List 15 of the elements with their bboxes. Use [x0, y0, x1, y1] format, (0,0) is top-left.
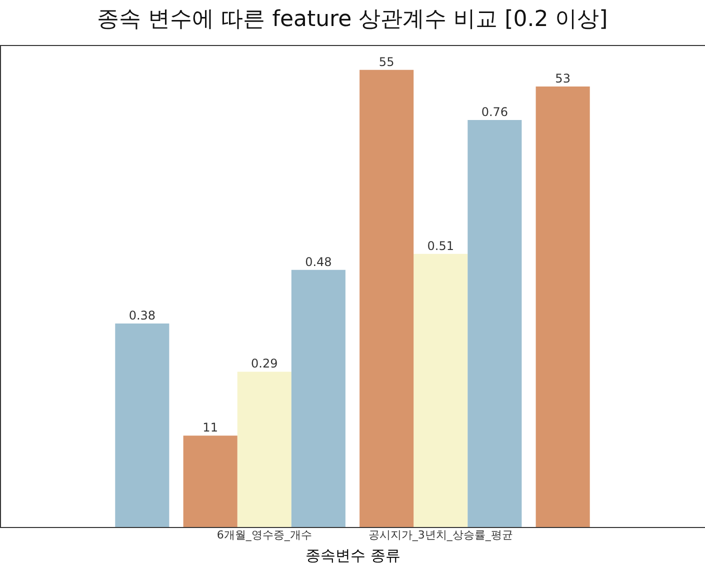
data-label: 0.38: [128, 308, 156, 322]
chart-title: 종속 변수에 따른 feature 상관계수 비교 [0.2 이상]: [97, 7, 608, 32]
x-tick-label: 6개월_영수증_개수: [216, 528, 312, 542]
x-tick-label: 공시지가_3년치_상승률_평균: [368, 528, 513, 542]
data-label: 0.76: [481, 104, 508, 119]
bar: [115, 323, 170, 527]
data-label: 0.29: [251, 356, 278, 371]
data-label: 11: [202, 420, 218, 435]
data-label: 53: [555, 72, 570, 86]
data-label: 0.51: [427, 238, 454, 253]
data-label: 0.48: [305, 254, 332, 269]
bar: [291, 270, 346, 527]
data-label: 55: [378, 54, 394, 69]
bar: [468, 120, 522, 527]
x-axis-title: 종속변수 종류: [306, 546, 400, 564]
